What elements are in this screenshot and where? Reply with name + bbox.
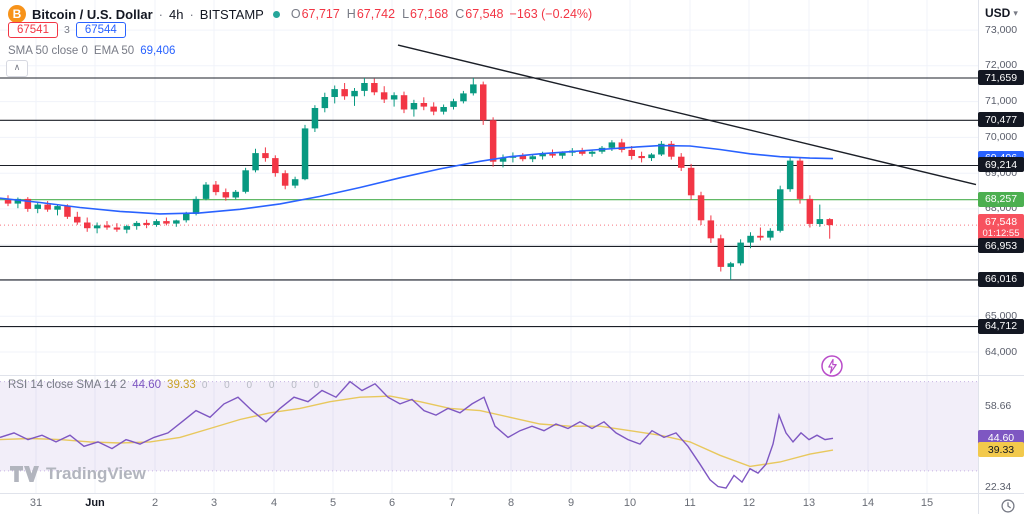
time-scale-label: 6 (388, 497, 396, 509)
time-scale-label: 9 (567, 497, 575, 509)
price-line-badge: 71,659 (978, 70, 1024, 86)
tradingview-logo[interactable]: TradingView (10, 464, 146, 484)
tradingview-logo-text: TradingView (46, 464, 146, 483)
symbol-header: B Bitcoin / U.S. Dollar · 4h · BITSTAMP … (8, 5, 592, 23)
separator-dot: · (189, 6, 194, 22)
rsi-divergence-values: 0 0 0 0 0 0 (201, 379, 327, 391)
ema-label: EMA 50 (93, 45, 135, 57)
symbol-title[interactable]: Bitcoin / U.S. Dollar (32, 6, 153, 22)
price-change: −163 (−0.24%) (509, 7, 593, 21)
bid-ask-row: 67541 3 67544 (8, 22, 126, 38)
time-scale-label: 4 (270, 497, 278, 509)
bitcoin-icon[interactable]: B (8, 5, 26, 23)
price-axis-border (978, 0, 979, 514)
buy-button[interactable]: 67544 (75, 22, 126, 38)
price-line-badge: 69,214 (978, 157, 1024, 173)
price-scale-label: 71,000 (985, 95, 1018, 108)
collapse-indicators-button[interactable]: ∧ (6, 60, 28, 77)
ma-indicator-legend[interactable]: SMA 50 close 0 EMA 50 69,406 (8, 45, 175, 57)
spread-value: 3 (63, 24, 70, 36)
lightning-icon (821, 355, 843, 377)
main-chart-pane[interactable] (0, 0, 978, 375)
tradingview-logo-icon (10, 466, 39, 482)
time-scale-label: 3 (210, 497, 218, 509)
high-value: 67,742 (356, 7, 396, 21)
rsi-scale-label: 58.66 (985, 400, 1012, 413)
price-line-badge: 64,712 (978, 318, 1024, 334)
interval-button[interactable]: 4h (168, 6, 184, 22)
lightning-alert-button[interactable] (820, 354, 844, 378)
time-scale-label: 11 (684, 497, 696, 509)
time-scale-label: 31 (29, 497, 43, 509)
session-clock-button[interactable] (1001, 499, 1015, 513)
low-label: L (402, 7, 410, 21)
price-scale-label: 72,000 (985, 59, 1018, 72)
exchange-button[interactable]: BITSTAMP (199, 6, 264, 22)
current-price-badge: 67,548 01:12:55 (978, 214, 1024, 241)
high-label: H (346, 7, 356, 21)
market-status-icon[interactable] (272, 10, 280, 18)
clock-icon (1001, 499, 1015, 513)
sell-button[interactable]: 67541 (8, 22, 58, 38)
price-line-badge: 66,953 (978, 238, 1024, 254)
open-value: 67,717 (301, 7, 340, 21)
rsi-params: RSI 14 close SMA 14 2 (8, 379, 127, 391)
rsi-value-badge: 39.33 (978, 442, 1024, 458)
time-scale-label: 12 (742, 497, 756, 509)
time-axis-border (0, 493, 1024, 494)
price-scale-label: 64,000 (985, 345, 1018, 358)
price-line-badge: 66,016 (978, 271, 1024, 287)
price-scale-label: 70,000 (985, 130, 1018, 143)
chevron-down-icon: ▾ (1013, 7, 1018, 18)
time-scale-label: 2 (151, 497, 159, 509)
rsi-scale-label: 22.34 (985, 481, 1012, 494)
close-label: C (455, 7, 465, 21)
time-scale-label: 5 (329, 497, 337, 509)
ema-value: 69,406 (140, 45, 176, 57)
open-label: O (290, 7, 301, 21)
close-value: 67,548 (465, 7, 504, 21)
pane-separator[interactable] (0, 375, 1024, 376)
price-scale-label: 73,000 (985, 23, 1018, 36)
time-scale-label: 10 (623, 497, 637, 509)
rsi-indicator-legend[interactable]: RSI 14 close SMA 14 2 44.60 39.33 0 0 0 … (8, 379, 326, 391)
time-scale-label: 8 (507, 497, 515, 509)
rsi-sma-value: 39.33 (167, 379, 196, 391)
price-line-badge: 70,477 (978, 112, 1024, 128)
separator-dot: · (158, 6, 163, 22)
chevron-up-icon: ∧ (13, 62, 21, 72)
currency-selector[interactable]: USD ▾ (985, 6, 1018, 20)
time-scale-label: 14 (861, 497, 875, 509)
time-scale-label: 15 (920, 497, 934, 509)
currency-label: USD (985, 6, 1011, 20)
rsi-value-badge: 44.60 (978, 430, 1024, 446)
ohlc-values: O67,717 H67,742 L67,168 C67,548 (291, 7, 504, 21)
candlestick-chart[interactable] (0, 0, 978, 375)
rsi-chart[interactable] (0, 376, 978, 493)
time-scale-label: Jun (85, 497, 105, 509)
sma-params: SMA 50 close 0 (8, 45, 88, 57)
price-line-badge: 68,257 (978, 191, 1024, 207)
rsi-indicator-pane[interactable] (0, 376, 978, 493)
rsi-value: 44.60 (132, 379, 162, 391)
time-scale-label: 13 (802, 497, 816, 509)
time-scale-label: 7 (448, 497, 456, 509)
low-value: 67,168 (410, 7, 449, 21)
